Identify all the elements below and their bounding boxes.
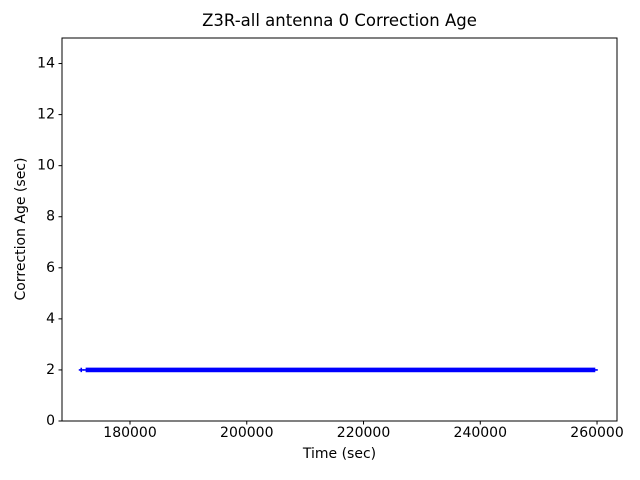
y-tick-label: 4	[46, 311, 55, 327]
x-axis-label: Time (sec)	[302, 446, 377, 462]
x-tick-label: 200000	[220, 425, 273, 441]
x-tick-label: 220000	[337, 425, 390, 441]
y-tick-label: 2	[46, 362, 55, 378]
chart-title: Z3R-all antenna 0 Correction Age	[202, 11, 477, 30]
y-axis-label: Correction Age (sec)	[13, 157, 29, 301]
y-tick-label: 6	[46, 260, 55, 276]
x-tick-label: 180000	[103, 425, 156, 441]
y-tick-label: 14	[37, 56, 55, 72]
data-line	[85, 367, 596, 373]
y-tick-label: 10	[37, 158, 55, 174]
axes-frame	[61, 37, 618, 422]
y-tick-label: 12	[37, 107, 55, 123]
y-tick-label: 8	[46, 209, 55, 225]
y-tick-label: 0	[46, 413, 55, 429]
x-tick-label: 240000	[454, 425, 507, 441]
x-tick-label: 260000	[570, 425, 623, 441]
